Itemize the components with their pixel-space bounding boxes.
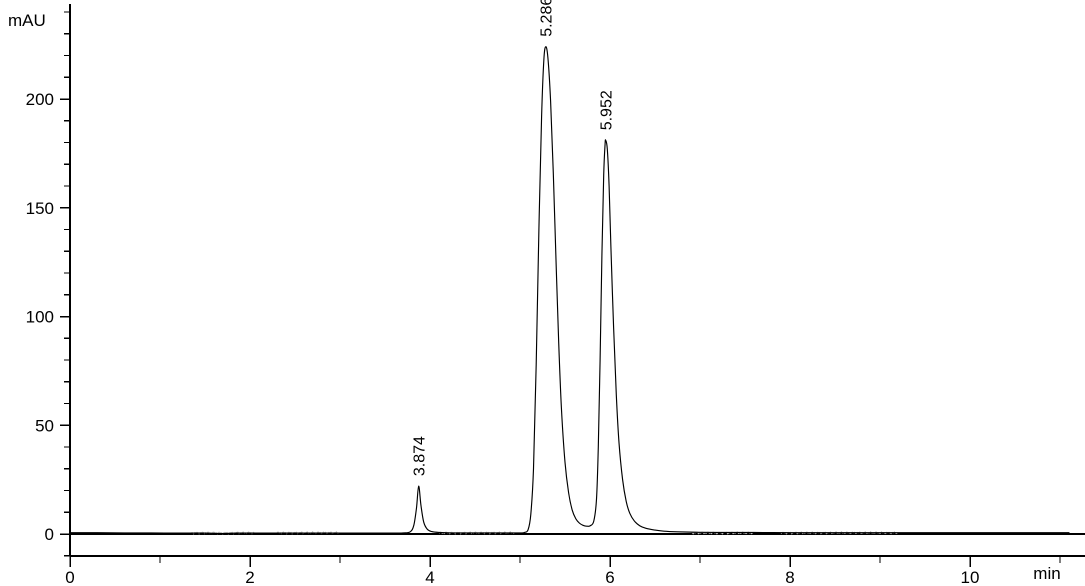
y-axis-unit-label: mAU bbox=[8, 11, 46, 30]
y-axis-ticks bbox=[60, 11, 70, 557]
peak-retention-time-label: 5.286 bbox=[539, 0, 556, 37]
y-axis-tick-label: 100 bbox=[26, 308, 54, 327]
y-axis-tick-label: 150 bbox=[26, 199, 54, 218]
y-axis-tick-label: 200 bbox=[26, 90, 54, 109]
x-axis-tick-label: 8 bbox=[785, 568, 794, 586]
x-axis-unit-label: min bbox=[1033, 564, 1060, 583]
x-axis-ticks bbox=[69, 556, 1061, 567]
y-axis-tick-label: 0 bbox=[45, 525, 54, 544]
x-axis-tick-label: 0 bbox=[65, 568, 74, 586]
peak-retention-time-label: 5.952 bbox=[599, 90, 616, 130]
y-axis-tick-labels: 0 50 100 150 200 bbox=[26, 90, 54, 544]
peak-retention-time-label: 3.874 bbox=[412, 436, 429, 476]
x-axis-tick-labels: 0 2 4 6 8 10 bbox=[65, 568, 979, 586]
x-axis-tick-label: 2 bbox=[245, 568, 254, 586]
x-axis-tick-label: 6 bbox=[605, 568, 614, 586]
peak-label-group: 3.874 5.286 5.952 bbox=[412, 0, 616, 476]
x-axis-tick-label: 10 bbox=[961, 568, 980, 586]
x-axis-tick-label: 4 bbox=[425, 568, 434, 586]
axis-group bbox=[69, 4, 1085, 557]
chromatogram-trace bbox=[69, 46, 1070, 535]
y-axis-tick-label: 50 bbox=[35, 416, 54, 435]
